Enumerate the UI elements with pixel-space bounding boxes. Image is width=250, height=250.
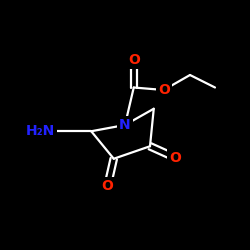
Text: O: O xyxy=(102,179,114,193)
Text: H₂N: H₂N xyxy=(26,124,55,138)
Text: O: O xyxy=(158,83,170,97)
Text: N: N xyxy=(119,118,131,132)
Text: O: O xyxy=(169,150,181,164)
Text: O: O xyxy=(128,53,140,67)
